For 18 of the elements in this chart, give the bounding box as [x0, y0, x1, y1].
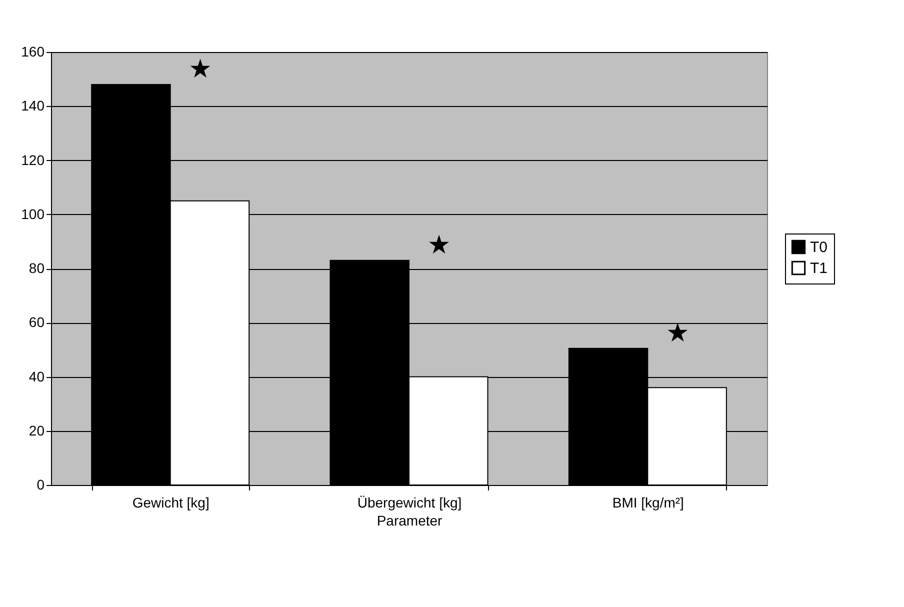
annotation: ★ [188, 54, 212, 84]
annotation: ★ [666, 318, 690, 348]
y-tick-label: 20 [28, 422, 45, 438]
legend-label: T0 [810, 239, 828, 256]
x-tick-label: Übergewicht [kg] [357, 494, 462, 510]
y-tick-label: 100 [21, 206, 45, 222]
x-tick-label: BMI [kg/m²] [612, 494, 684, 510]
y-tick-label: 140 [21, 98, 45, 114]
y-tick-label: 40 [28, 368, 45, 384]
y-tick-label: 80 [28, 260, 45, 276]
x-axis-title: Parameter [376, 512, 443, 528]
annotation: ★ [427, 230, 451, 260]
x-tick-label: Gewicht [kg] [132, 494, 210, 510]
y-tick-label: 0 [36, 476, 45, 492]
legend-label: T1 [810, 260, 828, 277]
y-tick-label: 60 [28, 314, 45, 330]
y-tick-label: 120 [21, 152, 45, 168]
y-tick-label: 160 [21, 44, 45, 60]
